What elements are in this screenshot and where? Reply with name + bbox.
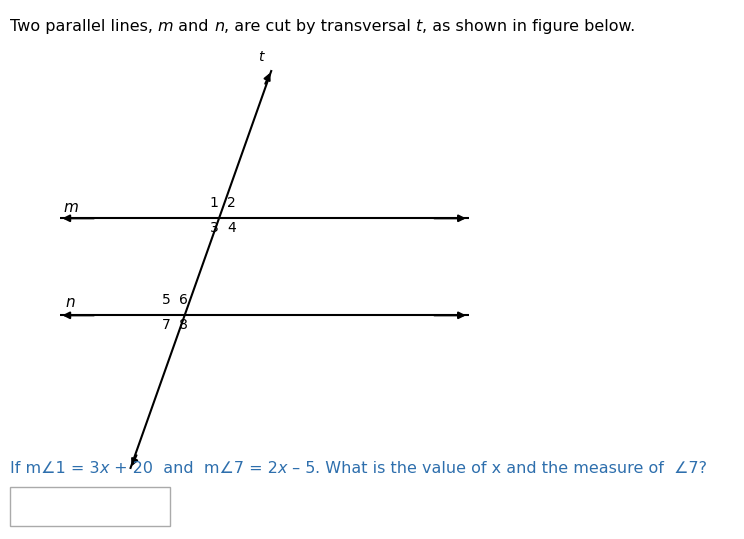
- Text: t: t: [416, 19, 423, 34]
- Text: $m$: $m$: [62, 200, 79, 215]
- Text: 3: 3: [210, 222, 219, 236]
- Text: n: n: [214, 19, 224, 34]
- Text: 8: 8: [179, 319, 187, 333]
- Text: and: and: [173, 19, 214, 34]
- Text: + 20  and  m∠7 = 2: + 20 and m∠7 = 2: [109, 461, 278, 476]
- Text: x: x: [99, 461, 109, 476]
- Text: $t$: $t$: [258, 50, 266, 64]
- Text: Two parallel lines,: Two parallel lines,: [10, 19, 158, 34]
- Text: $n$: $n$: [65, 295, 76, 310]
- Text: 4: 4: [227, 222, 236, 236]
- Text: x: x: [278, 461, 287, 476]
- Text: . What is the value of x and the measure of  ∠7?: . What is the value of x and the measure…: [315, 461, 708, 476]
- Text: – 5: – 5: [287, 461, 315, 476]
- Text: m: m: [158, 19, 173, 34]
- Text: 5: 5: [161, 293, 170, 307]
- Text: 6: 6: [179, 293, 187, 307]
- Text: , as shown in figure below.: , as shown in figure below.: [423, 19, 635, 34]
- Text: 7: 7: [161, 319, 170, 333]
- Text: If m∠1 = 3: If m∠1 = 3: [10, 461, 99, 476]
- Text: 1: 1: [210, 196, 219, 210]
- Text: , are cut by transversal: , are cut by transversal: [224, 19, 416, 34]
- Text: 2: 2: [227, 196, 236, 210]
